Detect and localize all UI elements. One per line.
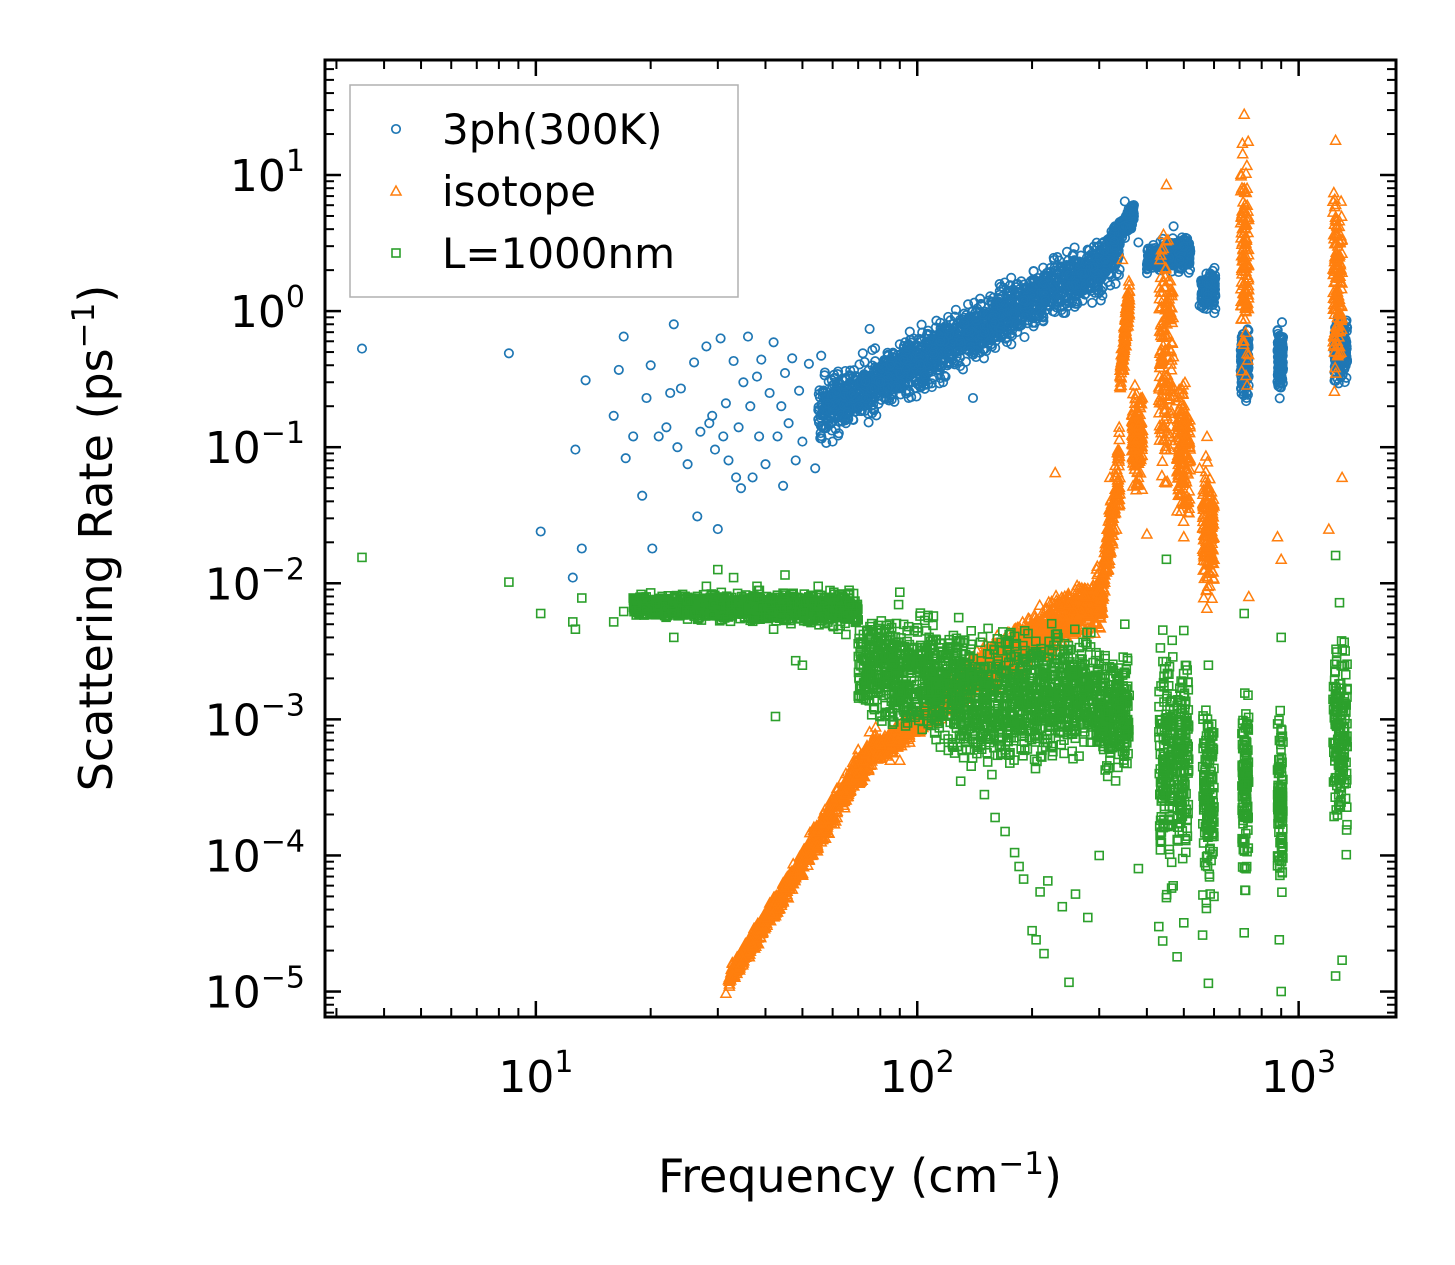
data-point xyxy=(797,436,808,447)
data-point xyxy=(735,483,747,494)
data-point xyxy=(692,511,703,522)
data-point xyxy=(859,356,870,368)
data-point xyxy=(943,311,954,322)
data-point xyxy=(742,331,754,342)
data-point xyxy=(1133,237,1144,248)
data-point xyxy=(1274,393,1285,404)
data-point xyxy=(1168,221,1179,232)
data-point xyxy=(661,422,672,433)
data-point xyxy=(745,401,756,412)
data-point xyxy=(931,315,942,326)
data-point xyxy=(1119,196,1130,207)
data-point xyxy=(747,472,758,483)
data-point xyxy=(768,337,779,348)
data-point xyxy=(967,392,979,404)
data-point xyxy=(779,368,791,379)
data-point xyxy=(647,543,658,554)
data-point xyxy=(620,453,631,464)
data-point xyxy=(628,431,639,442)
data-point xyxy=(701,341,712,352)
data-point xyxy=(653,431,664,442)
data-point xyxy=(645,360,656,371)
series-triangle xyxy=(719,107,1349,999)
data-point xyxy=(764,387,775,399)
data-point xyxy=(754,431,765,442)
data-point xyxy=(576,543,587,554)
data-point xyxy=(720,398,731,409)
data-point xyxy=(794,385,805,396)
data-point xyxy=(738,377,749,388)
data-point xyxy=(356,343,368,354)
data-point xyxy=(1028,266,1039,277)
data-point xyxy=(940,371,951,382)
data-point xyxy=(723,455,734,466)
data-point xyxy=(1001,337,1012,348)
data-point xyxy=(778,480,789,491)
data-point xyxy=(845,365,856,376)
data-point xyxy=(715,333,726,344)
data-point xyxy=(867,345,878,356)
data-point xyxy=(1276,317,1288,328)
data-point xyxy=(618,331,629,342)
data-point xyxy=(718,431,729,442)
data-point xyxy=(689,357,700,368)
data-point xyxy=(712,524,723,535)
data-point xyxy=(776,401,787,412)
data-point xyxy=(760,459,771,470)
data-point xyxy=(503,348,514,359)
data-point xyxy=(535,526,546,537)
data-point xyxy=(810,463,821,474)
data-point xyxy=(675,383,686,394)
data-point xyxy=(960,356,971,367)
data-point xyxy=(580,375,591,386)
data-point xyxy=(790,455,801,466)
data-point xyxy=(863,417,874,428)
data-point xyxy=(783,418,794,429)
data-point xyxy=(709,444,721,455)
data-point xyxy=(733,422,744,433)
data-point xyxy=(668,319,679,330)
data-point xyxy=(857,348,868,359)
data-point xyxy=(854,359,865,370)
data-point xyxy=(787,353,798,364)
data-point xyxy=(772,431,783,442)
data-point xyxy=(950,304,961,315)
data-point xyxy=(751,371,763,382)
data-point xyxy=(1019,332,1030,343)
data-point xyxy=(608,410,619,421)
data-point xyxy=(803,358,814,369)
data-layer xyxy=(356,107,1353,999)
data-point xyxy=(707,410,718,421)
data-point xyxy=(641,392,652,404)
data-point xyxy=(728,355,739,367)
data-point xyxy=(637,490,648,501)
data-point xyxy=(1087,297,1098,308)
data-point xyxy=(570,444,581,455)
data-point xyxy=(816,350,827,361)
data-point xyxy=(665,387,676,399)
data-point xyxy=(756,354,767,365)
data-point xyxy=(864,323,875,334)
data-point xyxy=(963,299,974,310)
data-point xyxy=(695,426,706,437)
data-point xyxy=(819,367,830,378)
data-point xyxy=(672,442,683,453)
data-point xyxy=(731,472,742,483)
data-point xyxy=(682,459,693,470)
data-point xyxy=(567,572,578,583)
data-point xyxy=(613,364,624,375)
